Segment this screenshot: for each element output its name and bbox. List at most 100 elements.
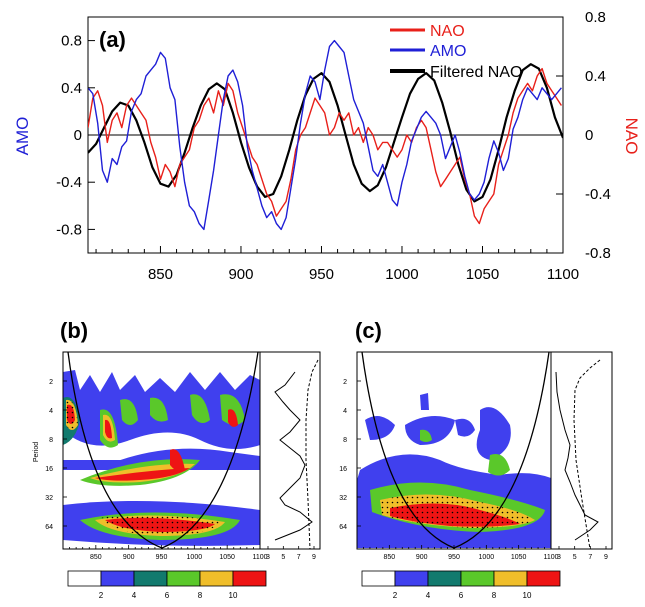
y-axis-label-left: AMO [13, 117, 32, 156]
colorbar-swatch [394, 570, 429, 587]
panel-c-label: (c) [355, 318, 382, 343]
y-tick-label: 4 [343, 408, 347, 415]
colorbar-swatch [100, 570, 135, 587]
panel-b-colorbar: 2 4 6 8 10 [67, 570, 267, 600]
colorbar-label: 2 [393, 591, 398, 600]
panel-b-side-ticks: 3 5 7 9 [266, 546, 316, 561]
panel-b: (b) [33, 318, 321, 600]
panel-a: 850 900 950 1000 1050 1100 0.8 0.4 0 -0.4 -0.8 0.… [13, 9, 641, 283]
panel-c-global-spectrum [555, 371, 599, 541]
colorbar-label: 8 [492, 591, 497, 600]
colorbar-swatch [526, 570, 561, 587]
x-tick-label: 1100 [547, 266, 579, 283]
y-tick-label-left: 0.8 [61, 33, 82, 50]
side-x-tick-label: 9 [604, 554, 608, 561]
colorbar-label: 8 [198, 591, 203, 600]
side-x-tick-label: 7 [588, 554, 592, 561]
colorbar-label: 10 [229, 591, 238, 600]
series-line-nao [88, 67, 562, 225]
panel-a-label: (a) [99, 27, 126, 52]
colorbar-swatch [166, 570, 201, 587]
y-tick-label: 4 [49, 408, 53, 415]
x-tick-label: 1000 [479, 554, 495, 561]
colorbar-swatch [133, 570, 168, 587]
panel-c-x-ticks: 850 900 950 1000 1050 1100 [363, 545, 559, 561]
y-tick-label: 16 [339, 466, 347, 473]
x-tick-label: 1100 [252, 554, 267, 561]
side-x-tick-label: 9 [312, 554, 316, 561]
colorbar-swatch [199, 570, 234, 587]
y-tick-label-left: 0 [74, 127, 82, 144]
y-tick-label-left: -0.8 [56, 221, 82, 238]
panel-a-y-ticks-right: 0.8 0.4 0 -0.4 -0.8 [556, 9, 611, 262]
colorbar-label: 10 [523, 591, 532, 600]
panel-a-y-ticks-left: 0.8 0.4 0 -0.4 -0.8 [56, 33, 95, 238]
panel-b-y-ticks: 2 4 8 16 32 64 [45, 379, 67, 531]
y-tick-label: 8 [49, 437, 53, 444]
panel-c-significance-curve [573, 359, 601, 550]
colorbar-swatch [460, 570, 495, 587]
colorbar-label: 4 [132, 591, 137, 600]
colorbar-swatch [232, 570, 267, 587]
side-x-tick-label: 3 [266, 554, 270, 561]
y-tick-label: 64 [339, 524, 347, 531]
panel-b-ylabel: Period [33, 442, 40, 462]
y-tick-label-left: 0.4 [61, 80, 82, 97]
x-tick-label: 900 [416, 554, 428, 561]
y-tick-label-right: 0.8 [585, 9, 606, 26]
series-line-filtered-nao [88, 63, 563, 203]
legend-label-nao: NAO [430, 23, 465, 40]
y-tick-label: 32 [45, 495, 53, 502]
panel-c-y-ticks: 2 4 8 16 32 64 [339, 379, 361, 531]
y-tick-label: 64 [45, 524, 53, 531]
x-tick-label: 950 [309, 266, 334, 283]
panel-b-global-frame [259, 351, 321, 550]
colorbar-swatch [67, 570, 102, 587]
x-tick-label: 1050 [219, 554, 235, 561]
x-tick-label: 1050 [466, 266, 499, 283]
panel-c-global-frame [550, 351, 613, 550]
x-tick-label: 900 [123, 554, 135, 561]
colorbar-label: 6 [459, 591, 464, 600]
side-x-tick-label: 5 [573, 554, 577, 561]
x-tick-label: 1000 [187, 554, 203, 561]
side-x-tick-label: 3 [557, 554, 561, 561]
panel-a-x-ticks: 850 900 950 1000 1050 1100 [95, 246, 579, 283]
x-tick-label: 950 [448, 554, 460, 561]
side-x-tick-label: 5 [281, 554, 285, 561]
y-tick-label: 2 [343, 379, 347, 386]
panel-c-side-ticks: 3 5 7 9 [557, 546, 608, 561]
panel-a-series [88, 39, 563, 231]
y-tick-label: 32 [339, 495, 347, 502]
y-tick-label-right: -0.8 [585, 245, 611, 262]
panel-b-x-ticks: 850 900 950 1000 1050 1100 [69, 545, 268, 561]
legend: NAO AMO Filtered NAO [390, 23, 522, 81]
series-line-amo [88, 39, 562, 231]
x-tick-label: 950 [156, 554, 168, 561]
legend-label-filtered: Filtered NAO [430, 64, 522, 81]
x-tick-label: 1000 [385, 266, 418, 283]
panel-c-wavelet [357, 352, 551, 549]
colorbar-label: 4 [426, 591, 431, 600]
x-tick-label: 850 [383, 554, 395, 561]
y-tick-label-right: 0 [585, 127, 593, 144]
x-tick-label: 1100 [543, 554, 558, 561]
y-tick-label-left: -0.4 [56, 174, 82, 191]
side-x-tick-label: 7 [297, 554, 301, 561]
panel-b-wavelet [63, 352, 260, 549]
colorbar-swatch [361, 570, 396, 587]
x-tick-label: 900 [228, 266, 253, 283]
y-tick-label: 8 [343, 437, 347, 444]
panel-b-label: (b) [60, 318, 88, 343]
y-tick-label: 16 [45, 466, 53, 473]
panel-c-colorbar: 2 4 6 8 10 [361, 570, 561, 600]
x-tick-label: 850 [90, 554, 102, 561]
colorbar-swatch [493, 570, 528, 587]
y-tick-label: 2 [49, 379, 53, 386]
colorbar-label: 6 [165, 591, 170, 600]
legend-label-amo: AMO [430, 43, 466, 60]
panel-b-global-spectrum [274, 371, 313, 541]
colorbar-swatch [427, 570, 462, 587]
